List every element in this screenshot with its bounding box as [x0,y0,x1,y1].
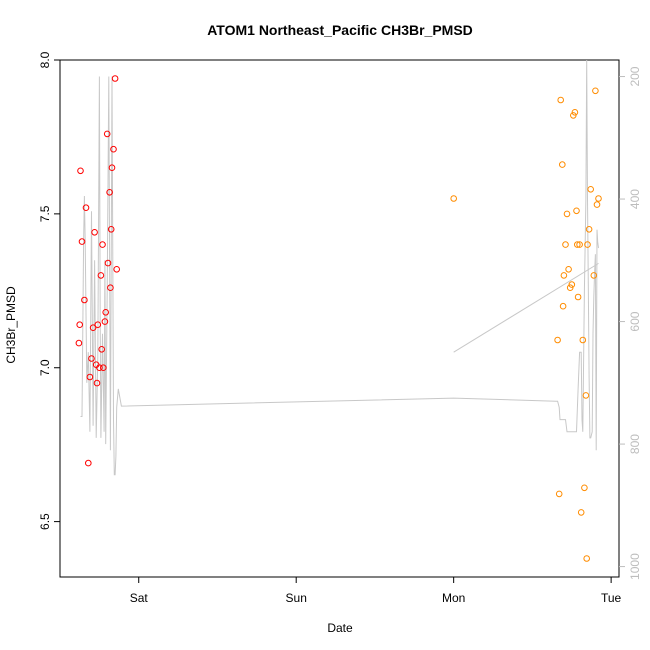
data-point-s0-25 [107,226,115,233]
data-point-s1-9 [565,266,572,273]
data-point-s1-22 [583,555,591,562]
data-point-s0-4 [81,296,88,304]
x-tick-label-2: Mon [442,591,465,605]
data-point-s0-21 [103,130,111,138]
data-point-s0-5 [82,204,90,211]
line-layer [80,59,599,476]
data-point-s1-8 [563,210,571,218]
data-point-s0-22 [104,259,112,267]
data-point-s1-23 [584,241,591,248]
data-point-s1-6 [560,272,568,279]
data-point-s0-9 [89,324,97,332]
y-axis-label: CH3Br_PMSD [4,286,18,364]
data-point-s1-1 [554,336,561,344]
data-point-s1-13 [571,109,579,116]
y-tick-label-2: 7.5 [38,205,52,222]
data-point-s1-27 [592,87,599,95]
y-tick-label-1: 7.0 [38,359,52,376]
data-point-s0-15 [97,272,105,279]
data-point-s0-19 [101,318,109,325]
series-line [80,59,599,476]
y-right-tick-label-0: 200 [628,66,642,86]
data-point-s1-29 [595,195,602,202]
y-right-tick-label-2: 600 [628,311,642,331]
trend-line-segment [453,262,599,353]
data-point-s0-27 [110,145,117,153]
bottom-axis: Sat Sun Mon Tue [130,576,622,605]
data-point-s0-7 [86,373,94,381]
data-point-s1-4 [559,161,566,168]
data-point-s0-10 [91,229,98,236]
data-point-s1-14 [573,207,580,215]
data-point-s1-24 [585,226,593,233]
data-point-s0-6 [85,459,92,467]
data-point-s1-5 [559,302,567,310]
data-point-s0-29 [113,266,120,273]
data-point-s0-23 [106,189,113,196]
data-point-s0-2 [77,167,84,175]
data-point-s0-3 [78,238,86,245]
data-point-s0-14 [96,364,103,372]
data-point-s0-0 [75,339,83,347]
data-point-s1-20 [581,484,588,492]
data-point-s0-13 [94,321,102,329]
data-point-s1-11 [568,281,576,288]
data-point-s0-28 [111,75,119,82]
x-tick-label-1: Sun [286,591,307,605]
right-axis: 200 400 600 800 1000 [619,66,642,580]
y-right-tick-label-1: 400 [628,189,642,209]
data-point-s1-2 [555,490,563,498]
plot-frame [59,59,620,578]
data-point-s0-16 [98,346,105,353]
data-point-s1-17 [576,241,583,248]
data-point-s1-3 [557,96,565,104]
data-point-s1-15 [574,241,581,248]
data-point-s1-0 [450,195,458,202]
data-point-s0-18 [100,364,107,372]
data-point-s1-18 [577,509,585,516]
data-point-s1-21 [582,392,590,399]
x-axis-label: Date [327,621,353,635]
points-layer [75,75,602,562]
data-point-s0-20 [102,309,109,316]
y-right-tick-label-3: 800 [628,434,642,454]
data-point-s1-12 [570,112,577,119]
data-point-s1-26 [590,272,598,279]
x-tick-label-0: Sat [130,591,149,605]
data-point-s0-24 [107,284,114,292]
data-point-s1-19 [579,336,587,344]
data-point-s0-26 [108,164,116,171]
data-point-s0-1 [76,321,83,329]
y-tick-label-3: 8.0 [38,51,52,68]
data-point-s0-17 [99,241,106,248]
x-tick-label-3: Tue [601,591,622,605]
chart-title: ATOM1 Northeast_Pacific CH3Br_PMSD [207,22,473,38]
left-axis: 6.5 7.0 7.5 8.0 [38,51,60,530]
data-point-s0-12 [93,379,101,387]
y-tick-label-0: 6.5 [38,513,52,530]
data-point-s1-10 [566,284,574,292]
y-right-tick-label-4: 1000 [628,553,642,580]
data-point-s1-28 [593,201,601,208]
data-point-s1-16 [574,293,582,301]
data-point-s0-8 [88,355,95,362]
data-point-s1-7 [562,241,569,248]
data-point-s1-25 [587,186,595,193]
